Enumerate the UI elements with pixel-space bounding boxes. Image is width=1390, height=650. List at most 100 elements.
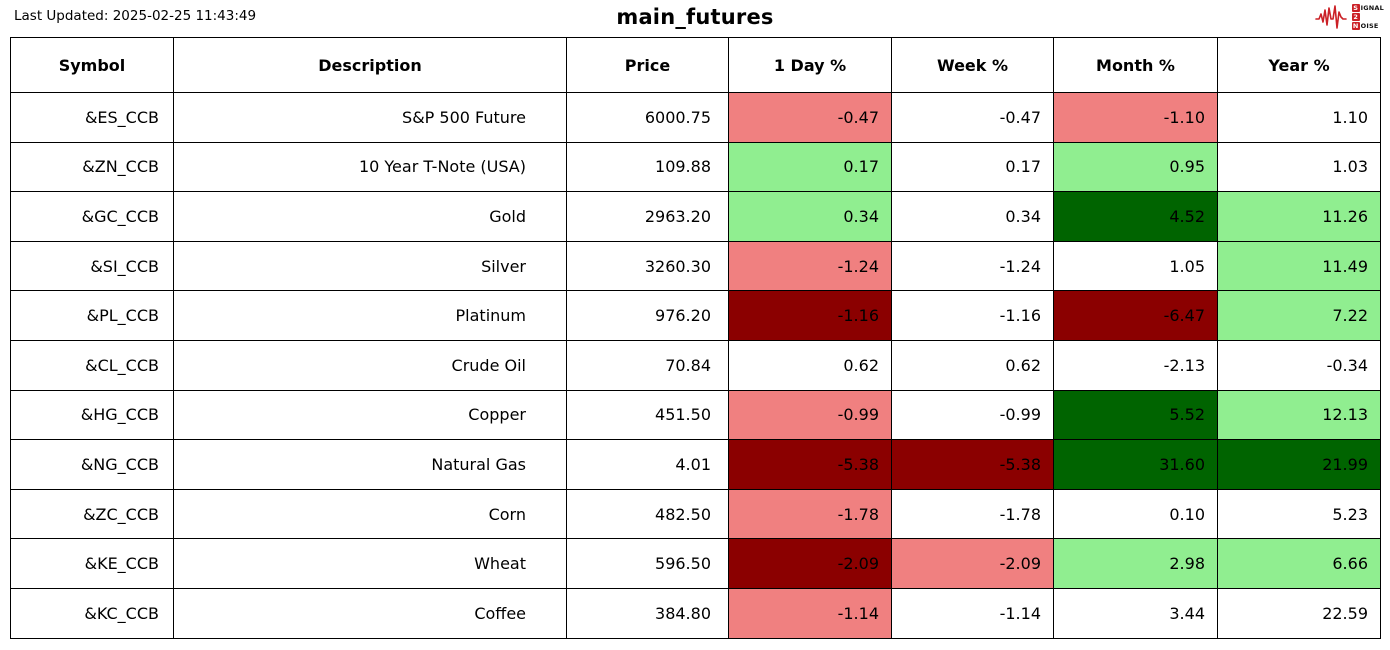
cell-year-pct: 12.13	[1217, 389, 1381, 441]
table-row: &SI_CCB Silver 3260.30 -1.24 -1.24 1.05 …	[10, 240, 1381, 292]
col-header-week: Week %	[891, 37, 1054, 93]
cell-symbol: &KE_CCB	[10, 538, 174, 589]
cell-price: 6000.75	[566, 92, 729, 143]
cell-symbol: &PL_CCB	[10, 290, 174, 341]
table-row: &KC_CCB Coffee 384.80 -1.14 -1.14 3.44 2…	[10, 587, 1381, 639]
cell-month-pct: 0.95	[1053, 141, 1218, 193]
cell-day-pct: -1.24	[728, 240, 892, 292]
cell-month-pct: 4.52	[1053, 191, 1218, 242]
cell-price: 70.84	[566, 339, 729, 391]
col-header-price: Price	[566, 37, 729, 93]
cell-price: 451.50	[566, 389, 729, 441]
cell-day-pct: -5.38	[728, 439, 892, 490]
cell-description: Coffee	[173, 587, 567, 639]
cell-day-pct: -1.16	[728, 290, 892, 341]
cell-week-pct: 0.62	[891, 339, 1054, 391]
col-header-description: Description	[173, 37, 567, 93]
cell-month-pct: 0.10	[1053, 488, 1218, 540]
cell-year-pct: 11.49	[1217, 240, 1381, 292]
table-row: &ZC_CCB Corn 482.50 -1.78 -1.78 0.10 5.2…	[10, 488, 1381, 540]
heartbeat-waveform-icon	[1314, 5, 1347, 29]
table-row: &HG_CCB Copper 451.50 -0.99 -0.99 5.52 1…	[10, 389, 1381, 441]
cell-month-pct: 1.05	[1053, 240, 1218, 292]
cell-week-pct: -2.09	[891, 538, 1054, 589]
cell-description: Wheat	[173, 538, 567, 589]
cell-year-pct: 21.99	[1217, 439, 1381, 490]
cell-day-pct: 0.17	[728, 141, 892, 193]
cell-price: 976.20	[566, 290, 729, 341]
cell-week-pct: -0.99	[891, 389, 1054, 441]
page-title: main_futures	[616, 5, 774, 29]
cell-description: Gold	[173, 191, 567, 242]
cell-symbol: &NG_CCB	[10, 439, 174, 490]
cell-description: 10 Year T-Note (USA)	[173, 141, 567, 193]
cell-day-pct: -1.14	[728, 587, 892, 639]
cell-description: Corn	[173, 488, 567, 540]
table-row: &ZN_CCB 10 Year T-Note (USA) 109.88 0.17…	[10, 141, 1381, 193]
cell-symbol: &ZN_CCB	[10, 141, 174, 193]
cell-week-pct: 0.17	[891, 141, 1054, 193]
cell-price: 4.01	[566, 439, 729, 490]
cell-year-pct: 5.23	[1217, 488, 1381, 540]
cell-year-pct: 1.10	[1217, 92, 1381, 143]
cell-description: Copper	[173, 389, 567, 441]
cell-month-pct: 3.44	[1053, 587, 1218, 639]
header-row: Symbol Description Price 1 Day % Week % …	[10, 37, 1381, 93]
cell-week-pct: -1.14	[891, 587, 1054, 639]
cell-symbol: &ES_CCB	[10, 92, 174, 143]
cell-price: 384.80	[566, 587, 729, 639]
cell-month-pct: -2.13	[1053, 339, 1218, 391]
cell-year-pct: 22.59	[1217, 587, 1381, 639]
logo-word-signal: IGNAL	[1360, 3, 1384, 12]
cell-month-pct: 5.52	[1053, 389, 1218, 441]
cell-price: 109.88	[566, 141, 729, 193]
cell-symbol: &GC_CCB	[10, 191, 174, 242]
cell-price: 482.50	[566, 488, 729, 540]
cell-week-pct: -0.47	[891, 92, 1054, 143]
table-row: &NG_CCB Natural Gas 4.01 -5.38 -5.38 31.…	[10, 439, 1381, 490]
logo-word-noise: OISE	[1360, 21, 1379, 30]
cell-year-pct: 6.66	[1217, 538, 1381, 589]
cell-month-pct: -1.10	[1053, 92, 1218, 143]
cell-year-pct: 11.26	[1217, 191, 1381, 242]
col-header-month: Month %	[1053, 37, 1218, 93]
cell-day-pct: -0.47	[728, 92, 892, 143]
cell-year-pct: 7.22	[1217, 290, 1381, 341]
cell-symbol: &SI_CCB	[10, 240, 174, 292]
cell-price: 2963.20	[566, 191, 729, 242]
cell-description: Silver	[173, 240, 567, 292]
cell-description: Crude Oil	[173, 339, 567, 391]
cell-day-pct: -0.99	[728, 389, 892, 441]
cell-price: 596.50	[566, 538, 729, 589]
cell-year-pct: -0.34	[1217, 339, 1381, 391]
cell-day-pct: -1.78	[728, 488, 892, 540]
logo-letter-2: 2	[1351, 12, 1360, 21]
cell-week-pct: 0.34	[891, 191, 1054, 242]
cell-symbol: &HG_CCB	[10, 389, 174, 441]
logo-letter-s: S	[1351, 3, 1360, 12]
table-row: &PL_CCB Platinum 976.20 -1.16 -1.16 -6.4…	[10, 290, 1381, 341]
table-row: &GC_CCB Gold 2963.20 0.34 0.34 4.52 11.2…	[10, 191, 1381, 242]
logo-wordmark: S IGNAL 2 N OISE	[1351, 3, 1384, 30]
cell-year-pct: 1.03	[1217, 141, 1381, 193]
col-header-year: Year %	[1217, 37, 1381, 93]
table-row: &CL_CCB Crude Oil 70.84 0.62 0.62 -2.13 …	[10, 339, 1381, 391]
last-updated-timestamp: Last Updated: 2025-02-25 11:43:49	[14, 8, 257, 24]
cell-month-pct: -6.47	[1053, 290, 1218, 341]
cell-month-pct: 31.60	[1053, 439, 1218, 490]
cell-description: Natural Gas	[173, 439, 567, 490]
cell-symbol: &KC_CCB	[10, 587, 174, 639]
signal2noise-logo: S IGNAL 2 N OISE	[1314, 2, 1384, 31]
cell-price: 3260.30	[566, 240, 729, 292]
futures-table: Symbol Description Price 1 Day % Week % …	[10, 37, 1381, 639]
cell-week-pct: -1.24	[891, 240, 1054, 292]
cell-day-pct: -2.09	[728, 538, 892, 589]
logo-letter-n: N	[1351, 21, 1360, 30]
cell-week-pct: -5.38	[891, 439, 1054, 490]
cell-symbol: &ZC_CCB	[10, 488, 174, 540]
cell-week-pct: -1.16	[891, 290, 1054, 341]
col-header-1day: 1 Day %	[728, 37, 892, 93]
cell-day-pct: 0.62	[728, 339, 892, 391]
cell-description: Platinum	[173, 290, 567, 341]
cell-symbol: &CL_CCB	[10, 339, 174, 391]
